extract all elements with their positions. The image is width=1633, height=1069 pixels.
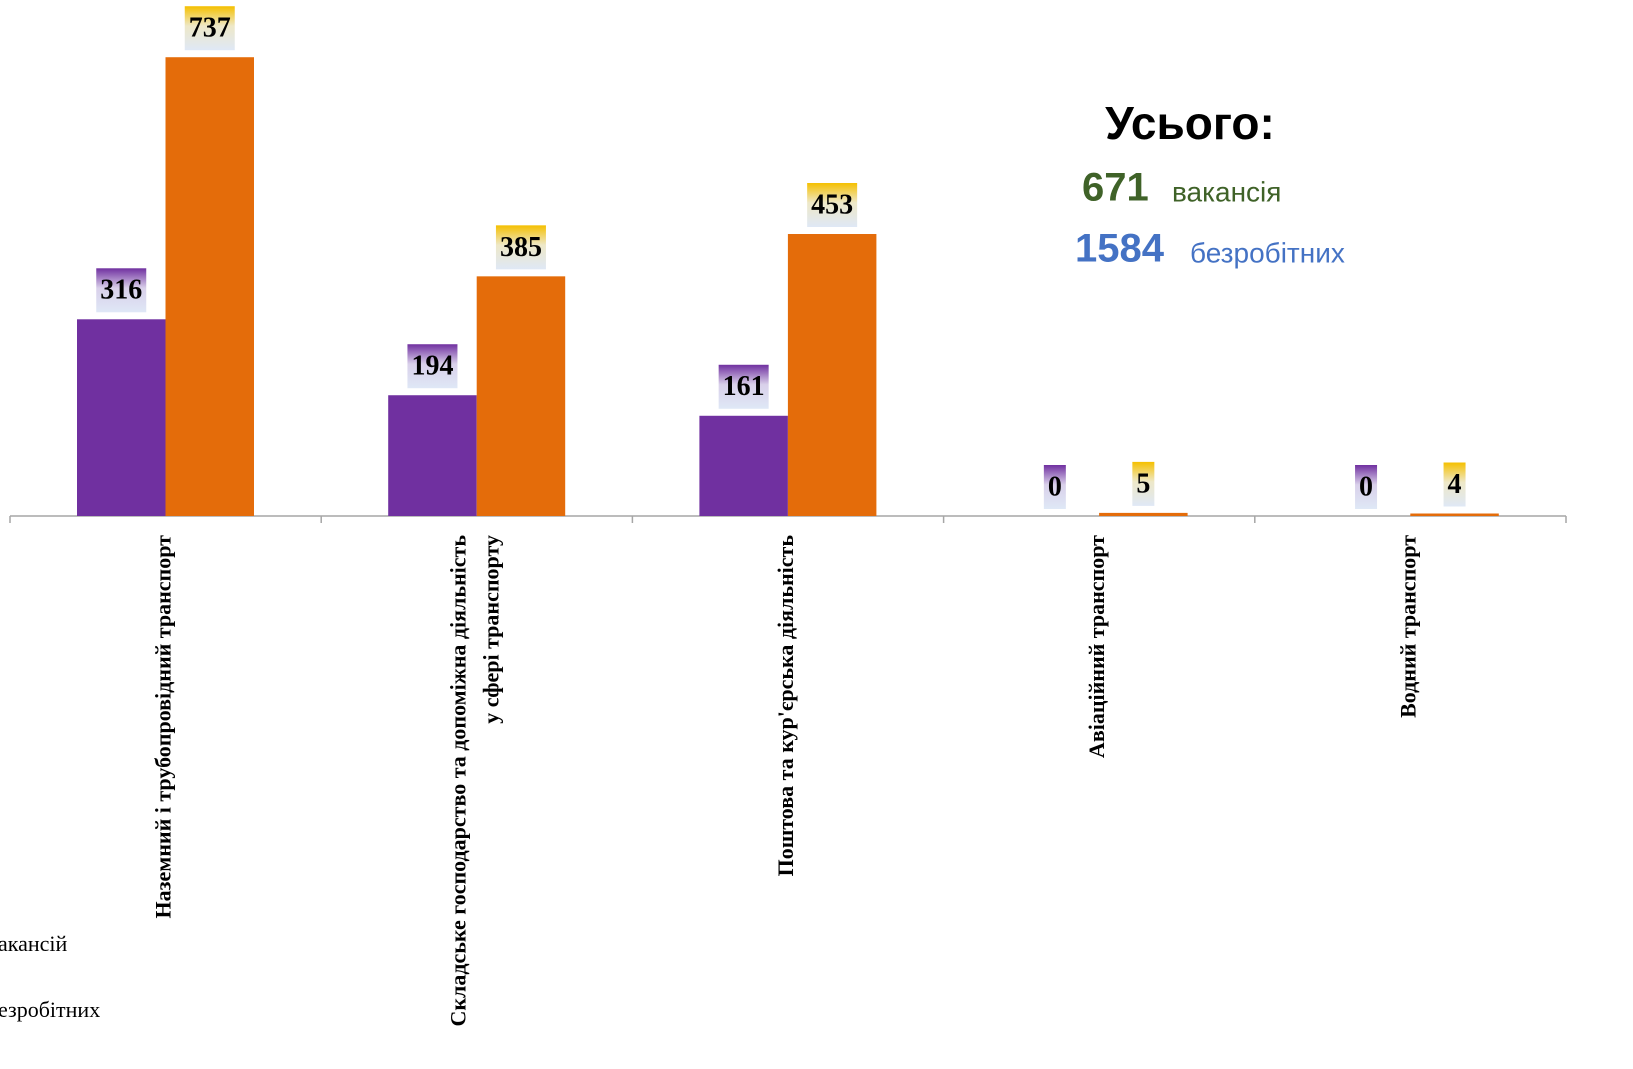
bar bbox=[1410, 513, 1499, 517]
data-label-box bbox=[96, 268, 147, 313]
unemployed-total: 1584 bbox=[1075, 227, 1165, 271]
data-label-box bbox=[1132, 461, 1155, 506]
data-label: 5 bbox=[1136, 468, 1150, 499]
legend-label: езробітних bbox=[0, 997, 100, 1022]
data-label-box bbox=[1355, 465, 1378, 509]
vacancies-total: 671 bbox=[1082, 166, 1149, 210]
data-label-box bbox=[1043, 465, 1066, 509]
data-label-box bbox=[807, 183, 858, 228]
x-tick-label: Авіаційний транспорт bbox=[1084, 535, 1109, 758]
bar bbox=[388, 395, 477, 516]
data-label: 316 bbox=[100, 275, 142, 306]
bar bbox=[77, 319, 166, 516]
legend-label: акансій bbox=[0, 931, 68, 956]
vacancies-text: вакансія bbox=[1172, 176, 1281, 207]
x-tick-label-group: Складське господарство та допоміжна діял… bbox=[445, 535, 503, 1027]
total-title: Усього: bbox=[1105, 97, 1275, 149]
x-tick-label: Поштова та кур'єрська діяльність bbox=[773, 535, 798, 877]
x-tick-label-group: Наземний і трубопровідний транспорт bbox=[151, 535, 176, 919]
bar bbox=[699, 415, 788, 516]
data-label-box bbox=[1443, 462, 1466, 507]
data-label-box bbox=[718, 364, 769, 409]
data-label-box bbox=[407, 344, 458, 389]
x-tick-label: Наземний і трубопровідний транспорт bbox=[151, 535, 176, 919]
x-tick-label: Водний транспорт bbox=[1395, 535, 1420, 718]
x-tick-label-group: Авіаційний транспорт bbox=[1084, 535, 1109, 758]
data-label: 453 bbox=[811, 189, 853, 220]
data-label: 737 bbox=[189, 13, 231, 44]
bar bbox=[787, 234, 877, 516]
data-label-box bbox=[184, 6, 235, 51]
data-label: 0 bbox=[1048, 471, 1062, 502]
bar bbox=[476, 276, 566, 516]
data-label: 4 bbox=[1448, 469, 1462, 500]
x-tick-label-group: Поштова та кур'єрська діяльність bbox=[773, 535, 798, 877]
data-label: 194 bbox=[411, 351, 453, 382]
data-label-box bbox=[495, 225, 546, 270]
data-label: 0 bbox=[1359, 471, 1373, 502]
bar bbox=[1099, 512, 1188, 516]
x-tick-label: Складське господарство та допоміжна діял… bbox=[445, 535, 503, 1027]
data-label: 385 bbox=[500, 232, 542, 263]
data-label: 161 bbox=[723, 371, 765, 402]
unemployed-text: безробітних bbox=[1190, 237, 1345, 268]
x-tick-label-group: Водний транспорт bbox=[1395, 535, 1420, 718]
bar bbox=[165, 57, 254, 516]
